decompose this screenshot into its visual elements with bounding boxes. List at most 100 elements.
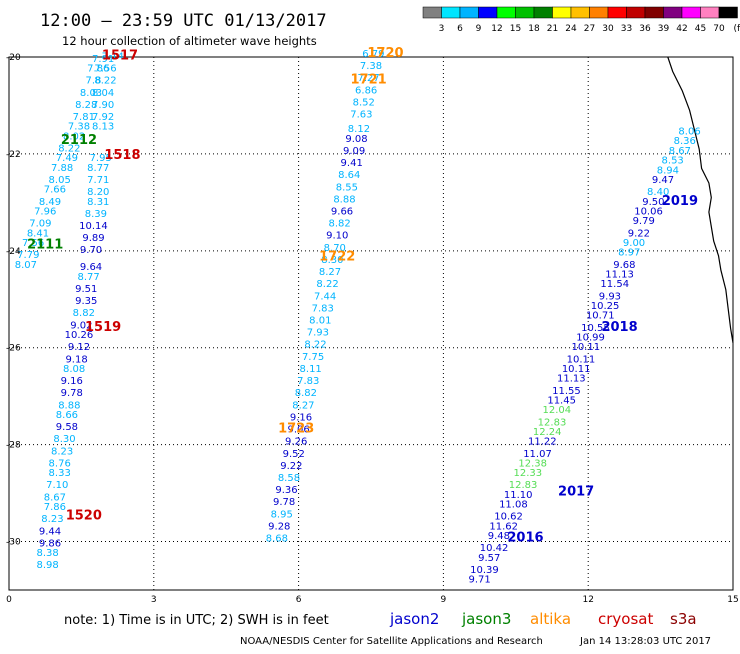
y-tick-label: -26 [6,344,21,354]
pass-tag: 1721 [350,73,386,88]
swh-value: 8.03 [80,88,102,99]
pass-tag: 1519 [85,320,121,335]
scale-swatch [423,7,442,18]
swh-value: 8.77 [87,163,109,174]
swh-value: 8.08 [63,364,85,375]
swh-value: 8.95 [271,509,293,520]
swh-value: 8.13 [92,122,114,133]
swh-value: 7.88 [51,163,73,174]
swh-value: 8.07 [15,260,37,271]
scale-swatch [516,7,535,18]
scale-label: 33 [621,24,632,34]
scale-swatch [664,7,683,18]
scale-swatch [701,7,720,18]
y-tick-label: -30 [6,538,21,548]
pass-tag: 2019 [662,194,698,209]
scale-swatch [460,7,479,18]
scale-label: 42 [676,24,687,34]
pass-tag: 1520 [66,509,102,524]
legend-jason3: jason3 [461,610,511,628]
pass-tag: 1722 [319,250,355,265]
scale-label: 45 [695,24,706,34]
pass-tag: 1723 [278,422,314,437]
scale-label: 3 [439,24,445,34]
swh-value: 8.39 [85,209,107,220]
swh-value: 7.83 [312,303,334,314]
swh-value: 9.52 [283,449,305,460]
scale-swatch [553,7,572,18]
footer-timestamp: Jan 14 13:28:03 UTC 2017 [579,636,711,647]
swh-value: 8.82 [73,308,95,319]
scale-swatch [627,7,646,18]
page-title: 12:00 – 23:59 UTC 01/13/2017 [40,11,327,31]
scale-label: 24 [565,24,577,34]
scale-label: 70 [713,24,725,34]
legend-s3a: s3a [670,610,697,628]
swh-value: 8.23 [51,446,73,457]
scale-swatch [497,7,516,18]
swh-value: 9.08 [345,134,367,145]
swh-value: 9.47 [652,175,674,186]
swh-value: 8.30 [53,434,75,445]
swh-value: 7.86 [87,64,109,75]
y-tick-label: -22 [6,150,21,160]
swh-value: 7.63 [350,110,372,121]
scale-label: 30 [602,24,614,34]
swh-value: 7.83 [297,376,319,387]
y-tick-label: -28 [6,441,21,451]
x-tick-label: 12 [582,595,593,605]
swh-value: 8.11 [300,364,322,375]
swh-value: 8.27 [319,267,341,278]
swh-value: 7.86 [44,502,66,513]
scale-unit: (ft) [734,24,740,34]
pass-tag: 2017 [558,485,594,500]
swh-value: 8.33 [49,468,71,479]
swh-value: 7.90 [92,100,114,111]
swh-value: 8.64 [338,170,360,181]
page-subtitle: 12 hour collection of altimeter wave hei… [62,34,317,48]
swh-value: 11.22 [528,437,557,448]
swh-value: 9.51 [75,284,97,295]
scale-swatch [608,7,627,18]
scale-swatch [479,7,498,18]
x-tick-label: 15 [727,595,738,605]
swh-value: 7.38 [360,61,382,72]
scale-label: 21 [547,24,558,34]
footer-note: note: 1) Time is in UTC; 2) SWH is in fe… [64,613,329,628]
swh-value: 9.28 [268,521,290,532]
swh-value: 8.97 [618,248,640,259]
scale-swatch [719,7,738,18]
scale-label: 27 [584,24,595,34]
legend-altika: altika [530,610,571,628]
swh-value: 9.26 [285,437,307,448]
swh-value: 8.38 [36,548,58,559]
swh-value: 8.22 [304,340,326,351]
swh-value: 11.13 [557,374,586,385]
swh-value: 10.14 [79,221,108,232]
swh-value: 8.55 [336,182,358,193]
swh-value: 9.09 [343,146,365,157]
pass-tag: 2016 [507,531,543,546]
scale-swatch [442,7,461,18]
swh-value: 9.16 [61,376,83,387]
swh-value: 12.33 [514,468,543,479]
swh-value: 9.79 [633,216,655,227]
swh-value: 8.22 [316,279,338,290]
swh-value: 8.88 [333,194,355,205]
scale-swatch [571,7,590,18]
x-tick-label: 3 [151,595,157,605]
y-tick-label: -24 [6,247,21,257]
swh-value: 7.96 [34,206,56,217]
swh-value: 9.58 [56,422,78,433]
swh-value: 8.82 [328,219,350,230]
swh-value: 9.12 [68,342,90,353]
swh-value: 9.35 [75,296,97,307]
swh-value: 7.10 [46,480,68,491]
swh-value: 7.75 [302,352,324,363]
pass-tag: 1518 [104,148,140,163]
swh-value: 8.31 [87,197,109,208]
scale-swatch [682,7,701,18]
swh-value: 8.23 [41,514,63,525]
